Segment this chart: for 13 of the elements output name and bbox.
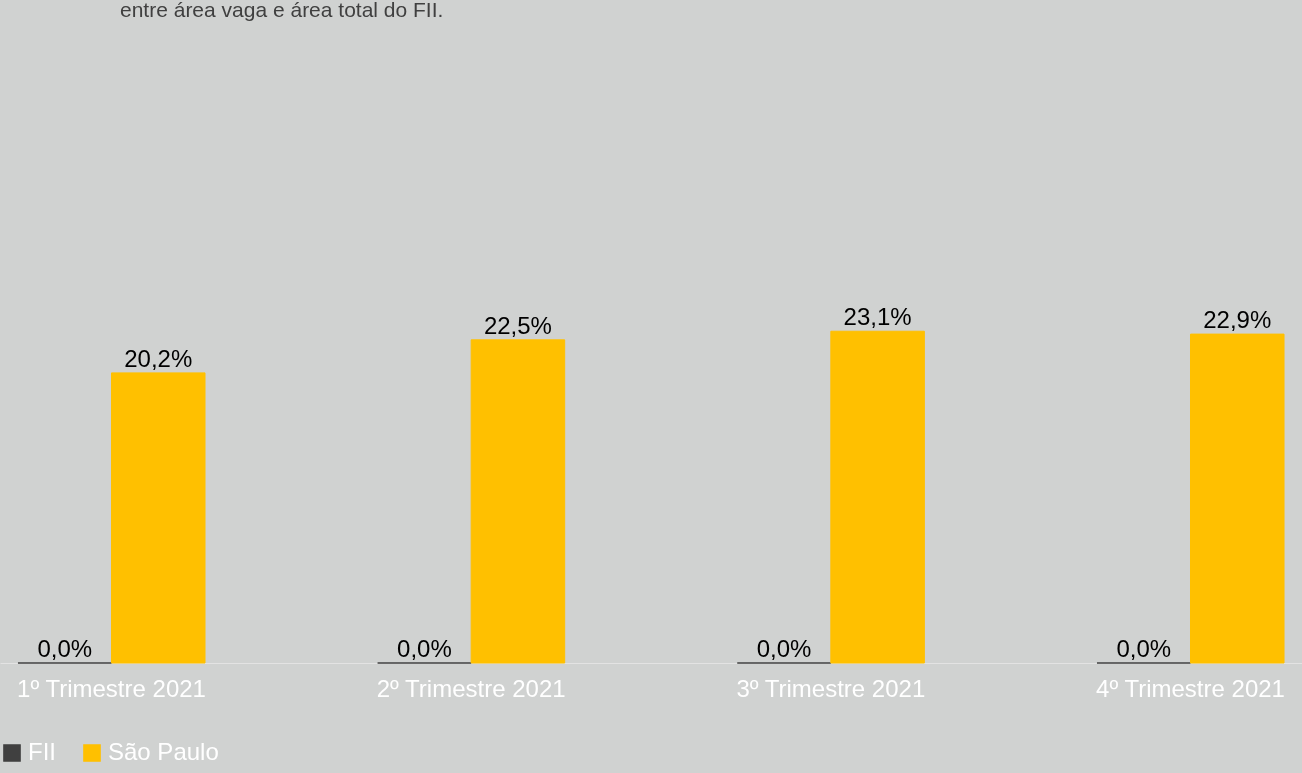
data-label: 22,9%: [1203, 306, 1272, 334]
data-label: 23,1%: [843, 303, 912, 331]
bar: [830, 330, 925, 664]
bar: [1190, 333, 1285, 664]
data-label: 22,5%: [483, 311, 552, 339]
chart-title: entre área vaga e área total do FII.: [120, 0, 444, 21]
bar: [470, 339, 566, 664]
data-label: 0,0%: [1116, 635, 1172, 662]
data-label: 0,0%: [37, 635, 93, 662]
bar: [111, 372, 206, 664]
data-label: 0,0%: [756, 635, 812, 662]
data-label: 0,0%: [397, 635, 452, 662]
data-label: 20,2%: [124, 344, 193, 372]
